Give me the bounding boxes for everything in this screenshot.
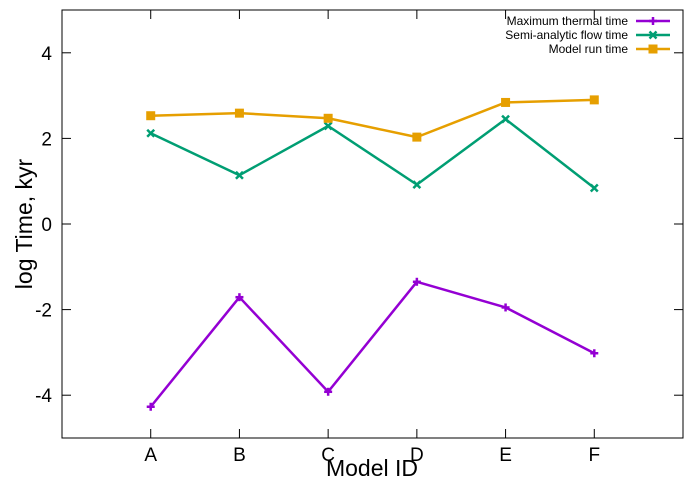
data-point	[323, 113, 333, 123]
legend-item: Semi-analytic flow time	[505, 28, 670, 42]
x-tick-label: F	[588, 445, 600, 466]
data-point	[589, 183, 599, 193]
data-point	[412, 277, 421, 286]
legend-label: Maximum thermal time	[507, 14, 629, 28]
data-point	[501, 114, 510, 124]
data-point-stroke	[589, 183, 599, 193]
data-point-stroke	[501, 114, 510, 124]
data-point	[323, 121, 333, 131]
x-axis-title: Model ID	[326, 455, 418, 481]
series	[146, 114, 599, 193]
data-point-stroke	[648, 30, 658, 40]
data-point	[146, 111, 156, 121]
data-point	[412, 132, 422, 142]
data-point	[589, 95, 599, 105]
data-point	[590, 349, 599, 358]
axis-ticks: -4 -2 0 2 4 A B C D E F	[35, 10, 683, 466]
data-point-stroke	[235, 170, 244, 180]
legend-label: Semi-analytic flow time	[505, 28, 628, 42]
y-tick-label: -2	[35, 301, 52, 322]
y-axis-title: log Time, kyr	[11, 158, 37, 289]
series-line	[150, 98, 595, 139]
x-tick-label: C	[321, 445, 335, 466]
data-point	[501, 97, 511, 107]
data-point	[412, 180, 422, 190]
series-layer	[146, 95, 599, 411]
series	[146, 95, 599, 142]
x-tick-label: B	[233, 445, 246, 466]
x-tick-label: D	[410, 445, 424, 466]
data-point-stroke	[412, 180, 422, 190]
data-point-stroke	[146, 128, 156, 138]
data-point	[235, 170, 244, 180]
series-line	[149, 280, 595, 408]
y-tick-label: 2	[41, 129, 52, 150]
data-point	[324, 387, 333, 396]
data-point	[146, 128, 156, 138]
y-tick-label: 4	[41, 44, 52, 65]
legend-item: Model run time	[549, 42, 670, 56]
legend-label: Model run time	[549, 42, 629, 56]
legend-item: Maximum thermal time	[507, 14, 670, 28]
data-point	[649, 17, 657, 25]
y-tick-label: -4	[35, 386, 52, 407]
x-tick-label: A	[144, 445, 157, 466]
data-point	[146, 402, 155, 411]
x-tick-label: E	[499, 445, 512, 466]
data-point	[501, 303, 510, 312]
data-point	[648, 44, 658, 54]
data-point-stroke	[323, 121, 333, 131]
data-point	[234, 108, 244, 118]
data-point	[235, 293, 244, 302]
plot-frame	[61, 9, 684, 439]
series-line	[150, 117, 596, 190]
y-tick-label: 0	[41, 215, 52, 236]
data-point	[648, 30, 658, 40]
series	[146, 277, 599, 411]
